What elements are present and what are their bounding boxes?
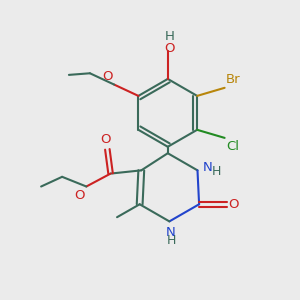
Text: O: O bbox=[164, 42, 175, 55]
Text: H: H bbox=[212, 166, 221, 178]
Text: Br: Br bbox=[226, 73, 241, 86]
Text: N: N bbox=[166, 226, 176, 239]
Text: Cl: Cl bbox=[226, 140, 239, 152]
Text: O: O bbox=[74, 189, 85, 202]
Text: O: O bbox=[228, 198, 239, 211]
Text: O: O bbox=[102, 70, 112, 83]
Text: O: O bbox=[100, 133, 111, 146]
Text: N: N bbox=[202, 161, 212, 174]
Text: H: H bbox=[164, 30, 174, 44]
Text: H: H bbox=[166, 234, 176, 247]
